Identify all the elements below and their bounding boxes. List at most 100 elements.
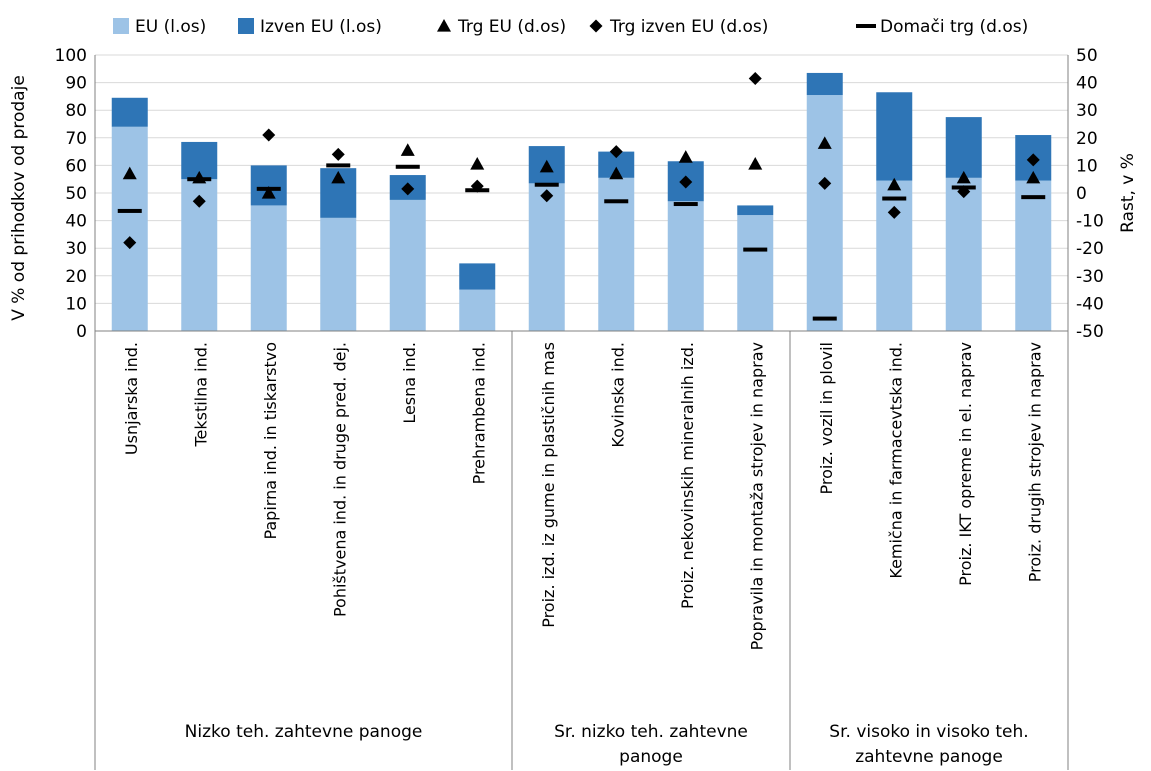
marker-domaci-trg (187, 177, 212, 182)
y-tick-label: 80 (65, 101, 87, 121)
legend-label: Trg EU (d.os) (457, 17, 566, 37)
bar-eu (250, 205, 287, 331)
markers (117, 71, 1046, 321)
category-labels: Usnjarska ind. Tekstilna ind. Papirna ind.… (122, 342, 1045, 650)
bar-izven-eu (459, 263, 496, 290)
y-tick-label: 0 (76, 322, 87, 342)
category-label: Kovinska ind. (608, 342, 627, 448)
marker-trg-izven-eu (123, 236, 137, 250)
marker-trg-izven-eu (1026, 153, 1040, 167)
marker-trg-izven-eu (262, 128, 276, 142)
marker-trg-eu (817, 136, 832, 149)
category-label: Popravila in montaža strojev in naprav (747, 342, 766, 650)
marker-trg-eu (539, 159, 554, 173)
legend-dash-icon (856, 24, 876, 28)
bar-izven-eu (876, 92, 913, 181)
marker-domaci-trg (256, 186, 281, 191)
bar-eu (598, 177, 635, 331)
legend-label: Trg izven EU (d.os) (609, 17, 768, 37)
y2-tick-label: -30 (1076, 267, 1104, 287)
legend-triangle-icon (437, 19, 451, 32)
category-label: Proiz. nekovinskih mineralnih izd. (678, 342, 697, 609)
bar-eu (1015, 180, 1052, 331)
marker-trg-eu (261, 186, 276, 199)
marker-trg-eu (956, 170, 971, 184)
marker-domaci-trg (465, 188, 490, 193)
marker-trg-izven-eu (887, 205, 901, 219)
y2-tick-label: -20 (1076, 239, 1104, 259)
bar-eu (320, 217, 357, 331)
category-label: Proiz. izd. iz gume in plastičnih mas (539, 342, 558, 628)
group-label: Nizko teh. zahtevne panoge (185, 722, 423, 742)
marker-trg-izven-eu (401, 182, 415, 196)
y2-tick-label: 30 (1076, 101, 1098, 121)
category-label: Proiz. vozil in plovil (817, 342, 836, 494)
bar-izven-eu (806, 72, 843, 96)
legend-swatch-izven (238, 18, 254, 34)
marker-trg-eu (609, 166, 624, 180)
bar-eu (667, 201, 704, 331)
y-tick-label: 40 (65, 212, 87, 232)
y2-tick-label: 50 (1076, 46, 1098, 66)
marker-domaci-trg (534, 182, 559, 187)
bar-eu (528, 183, 565, 331)
marker-trg-izven-eu (192, 194, 206, 208)
y-tick-label: 70 (65, 129, 87, 149)
bar-izven-eu (111, 97, 148, 127)
category-label: Papirna ind. in tiskarstvo (261, 342, 280, 540)
y-tick-label: 20 (65, 267, 87, 287)
category-label: Kemična in farmacevtska ind. (886, 342, 905, 579)
marker-trg-eu (748, 157, 763, 170)
group-labels: Nizko teh. zahtevne panoge Sr. nizko teh.… (185, 722, 1029, 767)
marker-domaci-trg (951, 185, 976, 190)
y2-tick-label: 20 (1076, 129, 1098, 149)
bar-eu (459, 289, 496, 331)
marker-trg-eu (678, 150, 693, 163)
legend-swatch-eu (113, 18, 129, 34)
group-label: Sr. visoko in visoko teh. zahtevne panoge (829, 722, 1028, 767)
y2-tick-label: 40 (1076, 74, 1098, 94)
marker-trg-izven-eu (331, 147, 345, 161)
marker-domaci-trg (395, 164, 420, 169)
y2-axis-title: Rast, v % (1118, 153, 1138, 233)
marker-domaci-trg (117, 208, 142, 213)
legend: EU (l.os) Izven EU (l.os) Trg EU (d.os) Trg… (113, 17, 1028, 37)
marker-trg-izven-eu (818, 176, 832, 190)
category-label: Proiz. IKT opreme in el. naprav (956, 342, 975, 586)
group-label: Sr. nizko teh. zahtevne panoge (554, 722, 748, 767)
y-axis-title: V % od prihodkov od prodaje (9, 75, 29, 321)
marker-trg-izven-eu (679, 175, 693, 189)
category-label: Proiz. drugih strojev in naprav (1025, 342, 1044, 582)
marker-trg-izven-eu (748, 71, 762, 85)
marker-domaci-trg (743, 247, 768, 252)
category-label: Pohištvena ind. in druge pred. dej. (330, 342, 349, 617)
axes (94, 55, 1069, 770)
bar-izven-eu (945, 117, 982, 178)
y-tick-label: 60 (65, 156, 87, 176)
bars (111, 72, 1052, 332)
marker-trg-eu (331, 170, 346, 184)
category-label: Tekstilna ind. (191, 342, 210, 448)
marker-domaci-trg (812, 316, 837, 321)
marker-trg-eu (1026, 170, 1041, 184)
marker-domaci-trg (673, 202, 698, 207)
y-tick-label: 50 (65, 184, 87, 204)
tick-labels: 0 10 20 30 40 50 60 70 80 90 100 -50 -40 -30 -20 -10 0 10… (55, 46, 1104, 342)
y-tick-label: 100 (55, 46, 87, 66)
y-tick-label: 30 (65, 239, 87, 259)
y2-tick-label: 0 (1076, 184, 1087, 204)
bar-eu (111, 126, 148, 331)
marker-trg-izven-eu (609, 145, 623, 159)
marker-trg-izven-eu (540, 189, 554, 203)
category-label: Prehrambena ind. (469, 342, 488, 484)
bar-izven-eu (250, 165, 287, 206)
bar-eu (876, 180, 913, 331)
bar-izven-eu (737, 205, 774, 216)
bar-eu (945, 177, 982, 331)
y-tick-label: 10 (65, 294, 87, 314)
marker-domaci-trg (882, 196, 907, 201)
legend-label: EU (l.os) (135, 17, 206, 37)
bar-eu (737, 215, 774, 331)
marker-trg-eu (400, 143, 415, 156)
